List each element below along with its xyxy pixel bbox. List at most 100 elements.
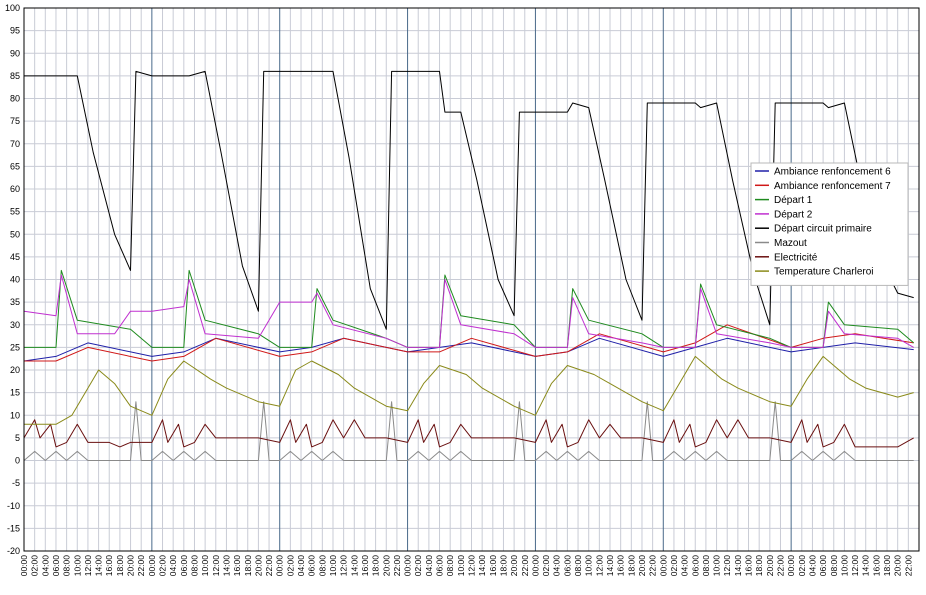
- y-tick-label: -5: [12, 478, 20, 488]
- y-tick-label: 30: [10, 320, 20, 330]
- x-tick-label: 06:00: [51, 555, 61, 577]
- x-tick-label: 06:00: [818, 555, 828, 577]
- x-tick-label: 08:00: [573, 555, 583, 577]
- y-tick-label: 40: [10, 275, 20, 285]
- plot-frame: [23, 7, 920, 552]
- x-tick-label: 02:00: [413, 555, 423, 577]
- x-tick-label: 00:00: [786, 555, 796, 577]
- y-tick-label: 35: [10, 297, 20, 307]
- legend-label: Temperature Charleroi: [774, 267, 874, 278]
- x-tick-label: 18:00: [371, 555, 381, 577]
- x-tick-label: 18:00: [754, 555, 764, 577]
- x-tick-label: 22:00: [520, 555, 530, 577]
- x-tick-label: 12:00: [467, 555, 477, 577]
- x-tick-label: 10:00: [584, 555, 594, 577]
- x-tick-label: 12:00: [211, 555, 221, 577]
- y-tick-label: 60: [10, 184, 20, 194]
- x-tick-label: 06:00: [690, 555, 700, 577]
- y-tick-label: 65: [10, 161, 20, 171]
- x-axis-ticks: 00:00 02:00 04:00 06:00 08:00 10:00 12:00 14:00…: [19, 555, 913, 577]
- x-tick-label: 10:00: [712, 555, 722, 577]
- x-tick-label: 08:00: [62, 555, 72, 577]
- x-tick-label: 04:00: [424, 555, 434, 577]
- x-tick-label: 08:00: [701, 555, 711, 577]
- x-tick-label: 22:00: [775, 555, 785, 577]
- y-tick-label: 95: [10, 26, 20, 36]
- x-tick-label: 10:00: [72, 555, 82, 577]
- x-tick-label: 14:00: [605, 555, 615, 577]
- y-tick-label: 80: [10, 94, 20, 104]
- legend-label: Ambiance renfoncement 7: [774, 181, 891, 192]
- x-tick-label: 14:00: [861, 555, 871, 577]
- x-tick-label: 04:00: [807, 555, 817, 577]
- y-tick-label: 100: [5, 3, 20, 13]
- x-tick-label: 02:00: [158, 555, 168, 577]
- y-axis-ticks: 1009590858075706560555045403530252015105…: [5, 3, 20, 556]
- series-line-7: [24, 355, 914, 425]
- series-line-4: [24, 70, 914, 330]
- y-tick-label: 90: [10, 48, 20, 58]
- x-tick-label: 02:00: [541, 555, 551, 577]
- series-lines: [23, 70, 915, 461]
- x-tick-label: 16:00: [744, 555, 754, 577]
- legend-box: [750, 162, 909, 286]
- x-tick-label: 18:00: [498, 555, 508, 577]
- x-tick-label: 16:00: [232, 555, 242, 577]
- series-line-2: [24, 269, 915, 348]
- x-tick-label: 00:00: [658, 555, 668, 577]
- legend-label: Départ 1: [774, 195, 813, 206]
- x-tick-label: 20:00: [126, 555, 136, 577]
- x-tick-label: 14:00: [349, 555, 359, 577]
- x-tick-label: 14:00: [94, 555, 104, 577]
- x-tick-label: 22:00: [264, 555, 274, 577]
- y-tick-label: 45: [10, 252, 20, 262]
- x-tick-label: 00:00: [403, 555, 413, 577]
- x-tick-label: 18:00: [115, 555, 125, 577]
- legend: Ambiance renfoncement 6 Ambiance renfonce…: [750, 162, 909, 286]
- x-tick-label: 04:00: [680, 555, 690, 577]
- x-tick-label: 10:00: [200, 555, 210, 577]
- x-tick-label: 20:00: [381, 555, 391, 577]
- x-tick-label: 04:00: [296, 555, 306, 577]
- legend-label: Ambiance renfoncement 6: [774, 167, 891, 178]
- x-tick-label: 08:00: [445, 555, 455, 577]
- y-tick-label: 50: [10, 229, 20, 239]
- x-tick-label: 18:00: [626, 555, 636, 577]
- x-tick-label: 06:00: [307, 555, 317, 577]
- x-tick-label: 08:00: [189, 555, 199, 577]
- x-tick-label: 14:00: [221, 555, 231, 577]
- legend-label: Mazout: [774, 238, 807, 249]
- y-tick-label: 25: [10, 342, 20, 352]
- y-tick-label: 15: [10, 388, 20, 398]
- x-tick-label: 00:00: [19, 555, 29, 577]
- x-tick-label: 22:00: [903, 555, 913, 577]
- y-tick-label: 20: [10, 365, 20, 375]
- x-tick-label: 00:00: [530, 555, 540, 577]
- y-tick-label: -20: [7, 546, 20, 556]
- x-tick-label: 16:00: [104, 555, 114, 577]
- x-tick-label: 04:00: [552, 555, 562, 577]
- x-tick-label: 18:00: [243, 555, 253, 577]
- y-tick-label: 0: [15, 456, 20, 466]
- x-tick-label: 16:00: [871, 555, 881, 577]
- x-tick-label: 04:00: [168, 555, 178, 577]
- x-tick-label: 12:00: [83, 555, 93, 577]
- x-tick-label: 10:00: [456, 555, 466, 577]
- x-tick-label: 22:00: [136, 555, 146, 577]
- legend-label: Départ 2: [774, 209, 813, 220]
- x-tick-label: 06:00: [562, 555, 572, 577]
- series-line-6: [23, 419, 914, 448]
- legend-label: Départ circuit primaire: [774, 224, 872, 235]
- y-tick-label: 75: [10, 116, 20, 126]
- x-tick-label: 12:00: [339, 555, 349, 577]
- x-tick-label: 16:00: [616, 555, 626, 577]
- x-tick-label: 10:00: [328, 555, 338, 577]
- x-tick-label: 20:00: [893, 555, 903, 577]
- x-tick-label: 20:00: [509, 555, 519, 577]
- legend-label: Electricité: [774, 252, 818, 263]
- x-tick-label: 16:00: [360, 555, 370, 577]
- y-tick-label: 5: [15, 433, 20, 443]
- x-tick-label: 12:00: [594, 555, 604, 577]
